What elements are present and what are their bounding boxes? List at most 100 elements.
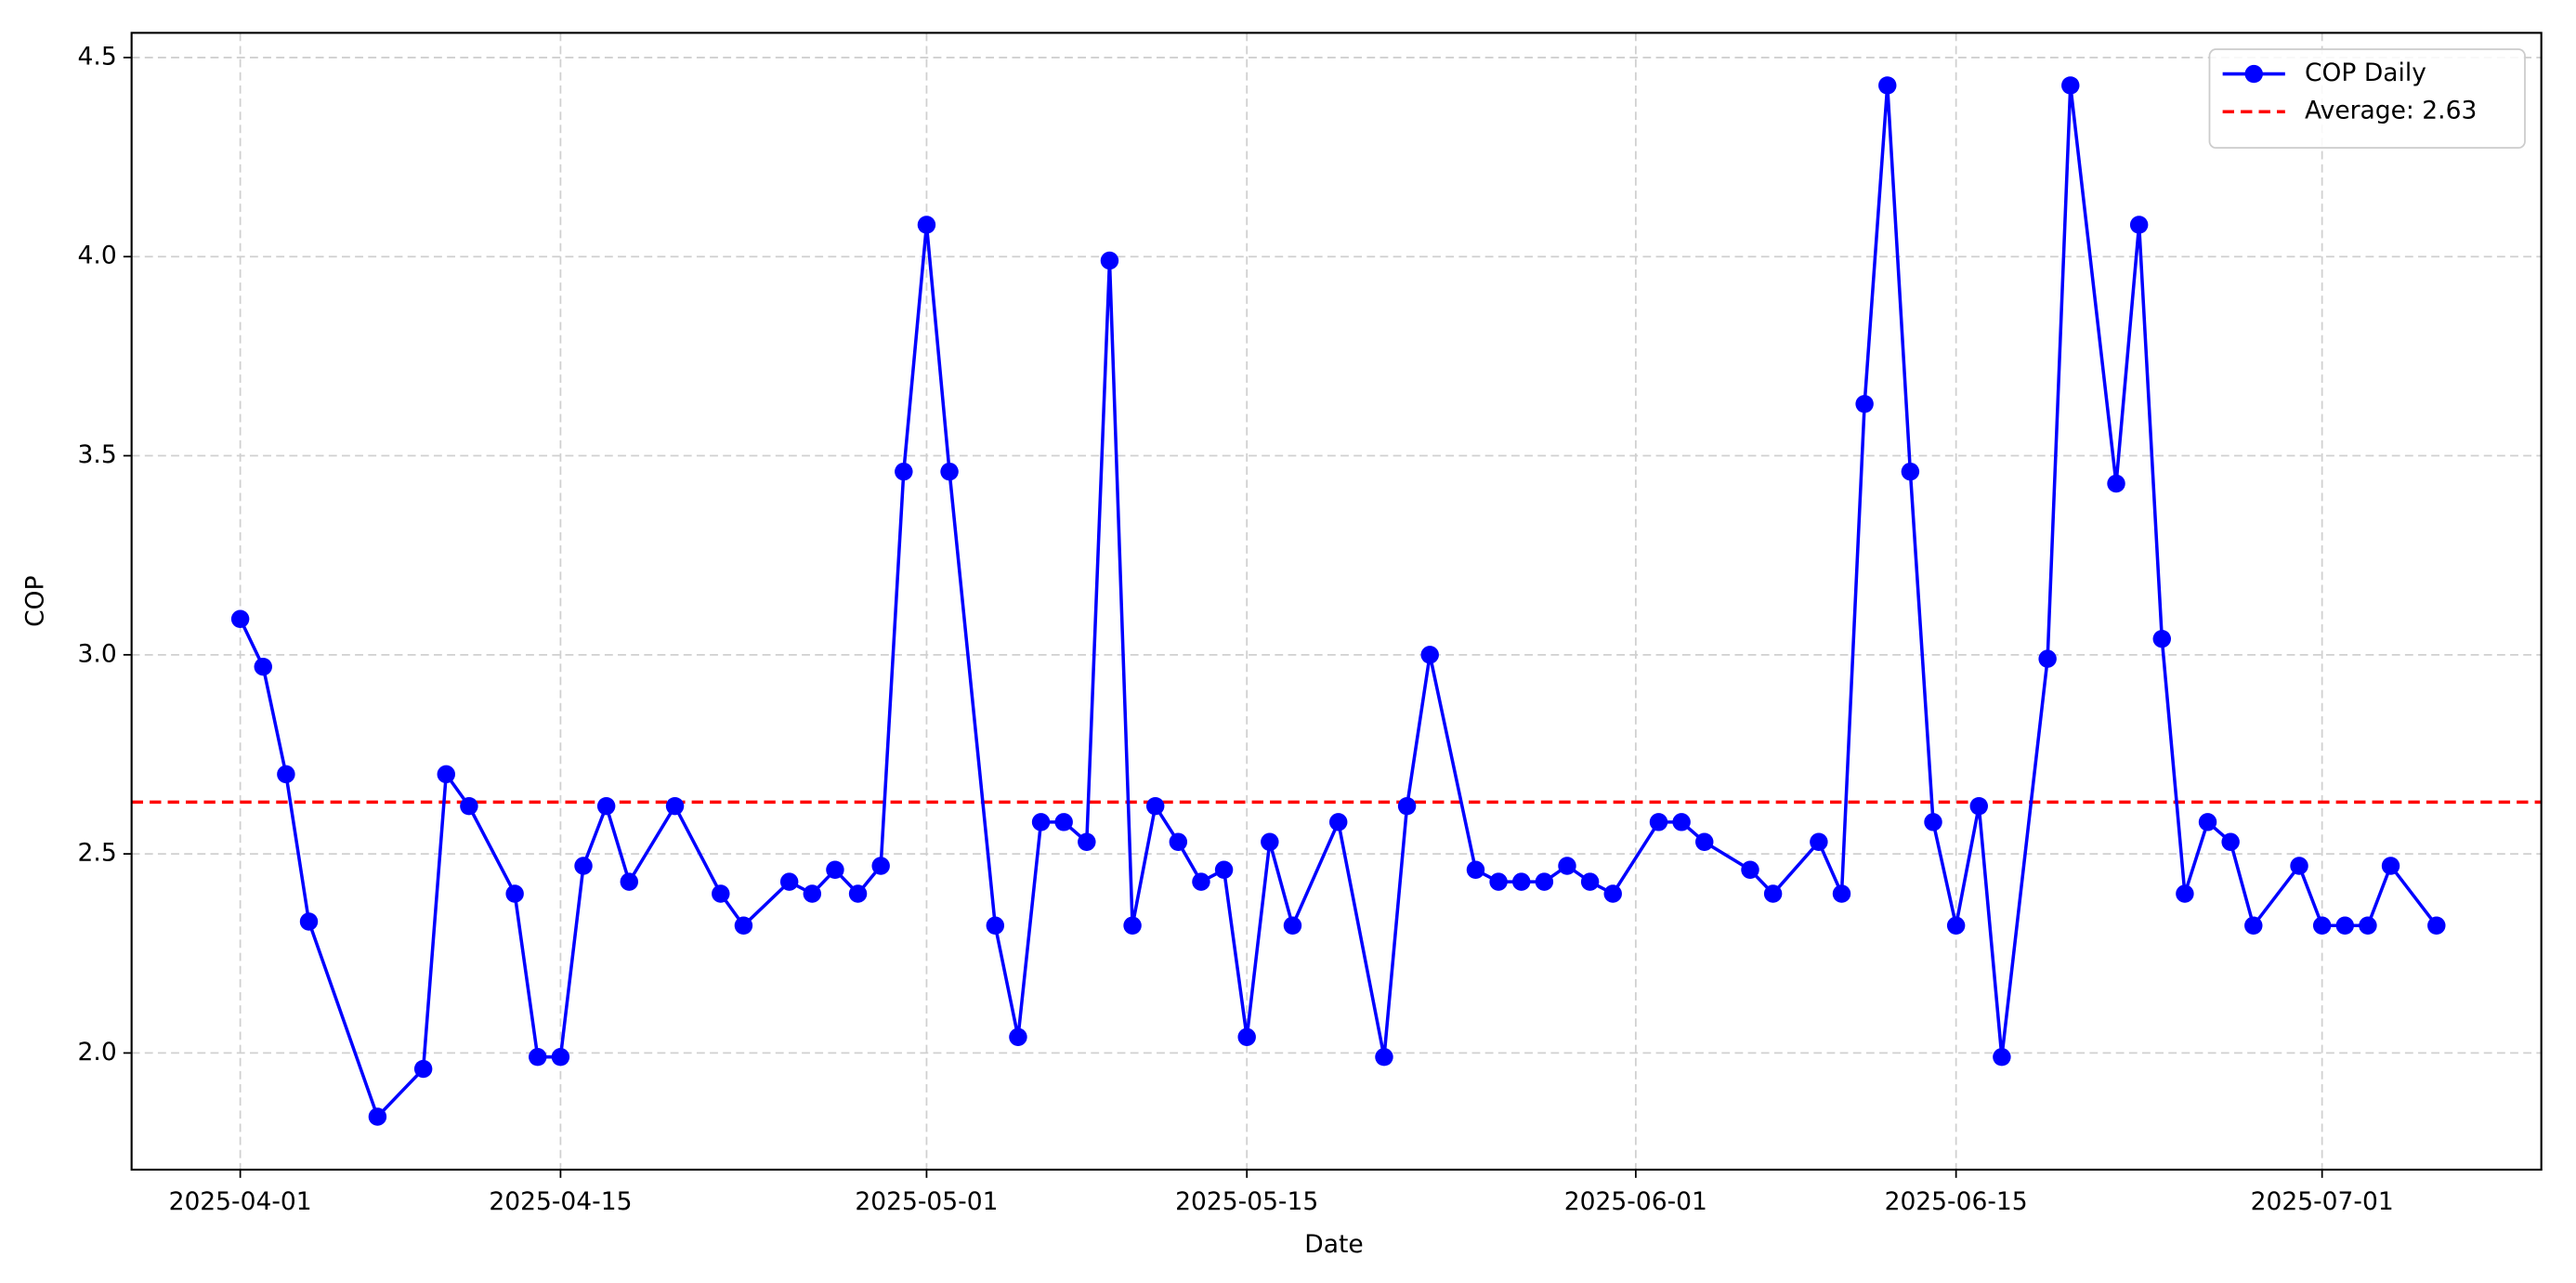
- data-point: [2290, 857, 2308, 875]
- data-point: [1031, 813, 1051, 831]
- x-tick-label: 2025-06-15: [1885, 1187, 2028, 1216]
- data-point: [413, 1059, 433, 1079]
- data-point: [1901, 462, 1920, 481]
- data-point: [1466, 860, 1485, 879]
- data-point: [460, 796, 478, 816]
- data-point: [2198, 813, 2217, 831]
- data-point: [1192, 872, 1210, 891]
- data-point: [230, 609, 250, 628]
- data-point: [2244, 916, 2263, 935]
- data-point: [1489, 872, 1508, 891]
- data-point: [2129, 216, 2149, 234]
- data-point: [574, 857, 593, 875]
- data-point: [779, 872, 799, 891]
- data-point: [1100, 251, 1119, 270]
- data-point: [1946, 916, 1966, 935]
- data-point: [299, 912, 319, 931]
- data-point: [1261, 832, 1279, 851]
- y-tick-label: 4.5: [78, 42, 117, 71]
- x-tick-label: 2025-04-01: [169, 1187, 312, 1216]
- data-point: [254, 657, 272, 676]
- data-point: [1649, 813, 1668, 831]
- data-point: [1603, 884, 1622, 903]
- data-point: [1009, 1028, 1027, 1046]
- data-point: [1878, 76, 1897, 95]
- data-point: [734, 916, 753, 935]
- data-point: [505, 884, 524, 903]
- data-point: [1214, 860, 1234, 879]
- data-point: [1558, 857, 1576, 875]
- data-point: [986, 916, 1005, 935]
- x-tick-label: 2025-05-15: [1175, 1187, 1318, 1216]
- y-tick-label: 2.0: [78, 1038, 117, 1067]
- data-point: [2312, 916, 2332, 935]
- data-point: [712, 884, 730, 903]
- data-point: [1580, 872, 1600, 891]
- data-point: [2381, 857, 2400, 875]
- data-point: [2359, 916, 2377, 935]
- data-point: [2107, 474, 2125, 493]
- data-point: [1512, 872, 1531, 891]
- data-point: [1535, 872, 1554, 891]
- data-point: [277, 765, 295, 784]
- data-point: [2335, 916, 2355, 935]
- data-point: [529, 1047, 547, 1067]
- data-point: [1855, 395, 1874, 413]
- data-point: [2427, 916, 2446, 935]
- x-tick-label: 2025-05-01: [855, 1187, 998, 1216]
- data-point: [1924, 813, 1942, 831]
- data-point: [1420, 646, 1439, 664]
- data-point: [1078, 832, 1096, 851]
- data-point: [2152, 629, 2172, 648]
- data-point: [848, 884, 868, 903]
- legend-box: [2208, 48, 2526, 150]
- data-point: [2061, 76, 2080, 95]
- data-point: [1810, 832, 1828, 851]
- y-tick-label: 4.0: [78, 242, 117, 270]
- y-tick-label: 2.5: [78, 839, 117, 868]
- data-point: [895, 462, 913, 481]
- data-point: [871, 857, 890, 875]
- data-point: [1237, 1028, 1256, 1046]
- y-tick-label: 3.5: [78, 440, 117, 469]
- data-point: [1054, 813, 1073, 831]
- data-point: [826, 860, 844, 879]
- y-tick-label: 3.0: [78, 639, 117, 668]
- legend-label: COP Daily: [2305, 59, 2426, 87]
- data-point: [1397, 796, 1417, 816]
- data-point: [2038, 649, 2057, 668]
- data-point: [803, 884, 822, 903]
- data-point: [2221, 832, 2240, 851]
- y-axis-label: COP: [21, 575, 50, 626]
- data-point: [437, 765, 455, 784]
- data-point: [1123, 916, 1142, 935]
- data-point: [917, 216, 936, 234]
- plot-frame: [130, 32, 2543, 1172]
- data-point: [1145, 796, 1165, 816]
- data-point: [551, 1047, 570, 1067]
- data-point: [2176, 884, 2194, 903]
- data-point: [1832, 884, 1851, 903]
- data-point: [1969, 796, 1988, 816]
- x-tick-label: 2025-06-01: [1564, 1187, 1707, 1216]
- x-tick-label: 2025-04-15: [489, 1187, 632, 1216]
- data-point: [1169, 832, 1188, 851]
- data-point: [1328, 813, 1348, 831]
- data-point: [1741, 860, 1759, 879]
- data-point: [1695, 832, 1714, 851]
- data-point: [1993, 1047, 2011, 1067]
- data-point: [596, 796, 616, 816]
- data-point: [1763, 884, 1783, 903]
- data-point: [368, 1107, 387, 1126]
- data-point: [1283, 916, 1302, 935]
- x-tick-label: 2025-07-01: [2251, 1187, 2394, 1216]
- data-point: [940, 462, 959, 481]
- data-point: [620, 872, 639, 891]
- x-axis-label: Date: [1304, 1230, 1363, 1259]
- legend-marker: [2244, 64, 2263, 84]
- data-point: [665, 796, 685, 816]
- legend: COP Daily Average: 2.63: [2208, 48, 2526, 150]
